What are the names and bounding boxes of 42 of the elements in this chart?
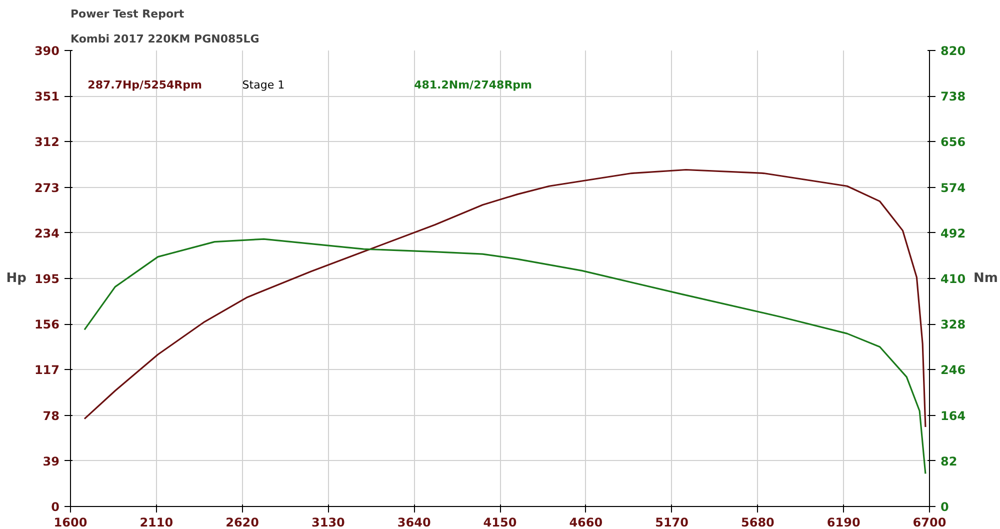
x-tick-label: 6700 xyxy=(912,516,946,529)
y2-tick-label: 492 xyxy=(940,226,966,240)
annotation: 481.2Nm/2748Rpm xyxy=(414,78,532,92)
y-tick-label: 312 xyxy=(34,135,60,150)
x-tick-label: 5170 xyxy=(655,516,689,529)
line-series xyxy=(84,168,926,428)
x-tick-label: 3130 xyxy=(312,516,345,529)
y2-tick-label: 164 xyxy=(940,408,966,423)
x-tick-label: 4150 xyxy=(483,516,517,529)
y-tick-label: 39 xyxy=(42,454,60,468)
chart-subtitle: Kombi 2017 220KM PGN085LG xyxy=(70,32,260,46)
y2-tick-label: 574 xyxy=(940,180,966,195)
y-tick-label: 0 xyxy=(51,500,60,514)
y2-axis-title: Nm xyxy=(974,271,998,286)
annotation: Stage 1 xyxy=(242,78,285,92)
y-tick-label: 117 xyxy=(34,363,60,378)
x-tick-label: 3640 xyxy=(397,516,431,529)
y2-tick-label: 246 xyxy=(940,363,966,378)
y2-tick-label: 0 xyxy=(940,500,949,514)
chart-title: Power Test Report xyxy=(70,8,184,20)
y2-tick-label: 738 xyxy=(940,90,966,104)
y-tick-label: 234 xyxy=(34,226,60,240)
y2-tick-label: 82 xyxy=(940,454,958,468)
x-tick-label: 1600 xyxy=(54,516,88,529)
x-tick-label: 2620 xyxy=(226,516,260,529)
y-tick-label: 273 xyxy=(34,180,60,195)
x-tick-label: 2110 xyxy=(140,516,174,529)
y-tick-label: 351 xyxy=(34,90,60,104)
annotation: 287.7Hp/5254Rpm xyxy=(88,78,202,92)
y-tick-label: 156 xyxy=(34,318,60,332)
y-tick-label: 195 xyxy=(34,272,60,286)
y-tick-label: 390 xyxy=(34,44,60,58)
y2-tick-label: 656 xyxy=(940,135,966,150)
y-axis-title: Hp xyxy=(6,271,26,286)
x-tick-label: 6190 xyxy=(826,516,860,529)
y2-tick-label: 410 xyxy=(940,272,966,286)
x-tick-label: 4660 xyxy=(569,516,603,529)
y2-tick-label: 820 xyxy=(940,44,966,58)
line-series xyxy=(84,238,926,474)
x-tick-label: 5680 xyxy=(741,516,774,529)
y-tick-label: 78 xyxy=(42,408,60,423)
y2-tick-label: 328 xyxy=(940,318,966,332)
